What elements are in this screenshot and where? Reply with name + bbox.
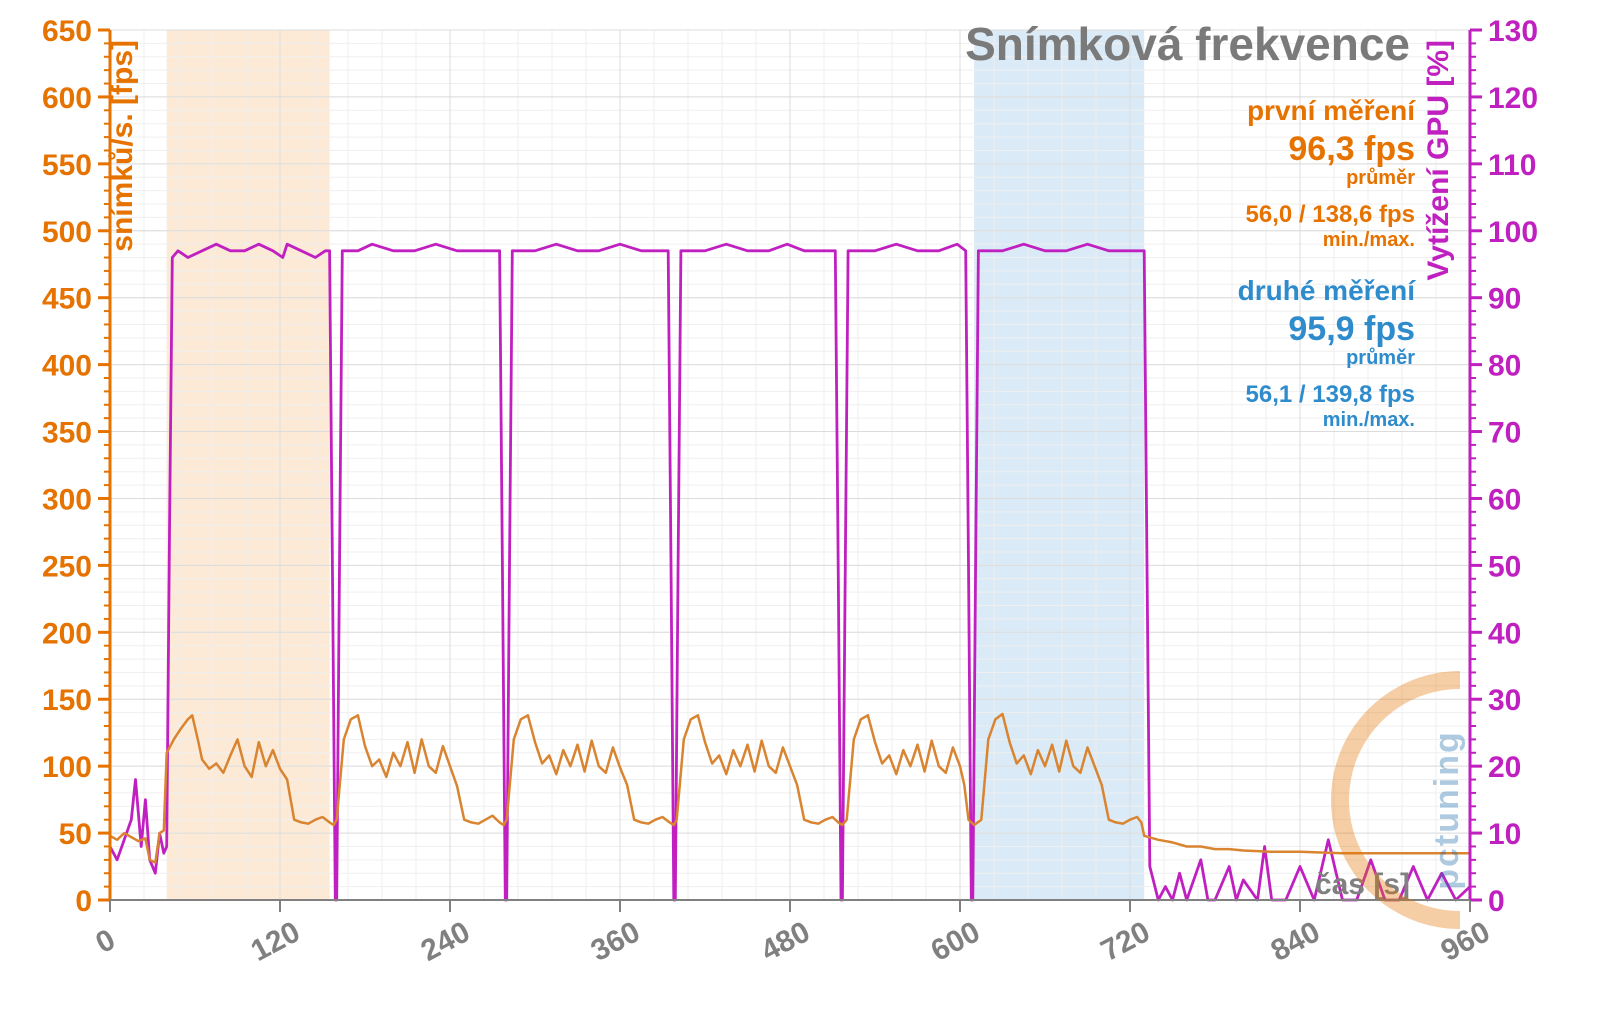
y-right-tick: 30	[1488, 684, 1521, 717]
y-left-tick: 650	[42, 15, 92, 48]
svg-text:56,0 / 138,6 fps: 56,0 / 138,6 fps	[1246, 201, 1415, 228]
svg-text:80: 80	[1488, 350, 1521, 383]
y-right-label: Vytížení GPU [%]	[1422, 40, 1455, 281]
y-left-tick: 500	[42, 216, 92, 249]
svg-text:40: 40	[1488, 617, 1521, 650]
x-tick: 360	[586, 915, 646, 968]
svg-text:0: 0	[1488, 885, 1505, 918]
y-left-tick: 600	[42, 82, 92, 115]
svg-text:840: 840	[1266, 915, 1326, 968]
svg-text:550: 550	[42, 149, 92, 182]
y-left-tick: 450	[42, 283, 92, 316]
svg-text:pctuning: pctuning	[1428, 730, 1466, 890]
y-right-tick: 70	[1488, 417, 1521, 450]
svg-text:první měření: první měření	[1247, 95, 1416, 126]
chart-svg: 0501001502002503003504004505005506006500…	[0, 0, 1600, 1009]
y-left-tick: 150	[42, 684, 92, 717]
svg-text:450: 450	[42, 283, 92, 316]
svg-text:650: 650	[42, 15, 92, 48]
svg-text:250: 250	[42, 550, 92, 583]
svg-text:100: 100	[42, 751, 92, 784]
y-right-tick: 120	[1488, 82, 1538, 115]
y-left-tick: 400	[42, 350, 92, 383]
svg-text:720: 720	[1096, 915, 1156, 968]
x-tick: 840	[1266, 915, 1326, 968]
y-right-tick: 80	[1488, 350, 1521, 383]
svg-text:110: 110	[1488, 149, 1536, 182]
svg-text:96,3 fps: 96,3 fps	[1288, 130, 1415, 168]
y-right-tick: 60	[1488, 483, 1521, 516]
y-left-label: snímků/s. [fps]	[106, 40, 139, 252]
y-right-tick: 20	[1488, 751, 1521, 784]
svg-text:50: 50	[1488, 550, 1521, 583]
x-tick: 480	[756, 915, 816, 968]
y-right-tick: 10	[1488, 818, 1521, 851]
y-right-tick: 100	[1488, 216, 1538, 249]
y-left-tick: 300	[42, 483, 92, 516]
x-tick: 600	[926, 915, 986, 968]
svg-text:56,1 / 139,8 fps: 56,1 / 139,8 fps	[1246, 381, 1415, 408]
svg-text:100: 100	[1488, 216, 1538, 249]
y-right-tick: 0	[1488, 885, 1505, 918]
y-left-tick: 200	[42, 617, 92, 650]
svg-text:min./max.: min./max.	[1323, 229, 1415, 251]
svg-text:10: 10	[1488, 818, 1521, 851]
x-tick: 720	[1096, 915, 1156, 968]
svg-text:480: 480	[756, 915, 816, 968]
x-tick: 120	[246, 915, 306, 968]
y-left-tick: 100	[42, 751, 92, 784]
y-right-tick: 130	[1488, 15, 1538, 48]
legend-run1: první měření 96,3 fpsprůměr 56,0 / 138,6 f…	[1246, 95, 1417, 251]
svg-text:240: 240	[416, 915, 476, 968]
y-right-tick: 50	[1488, 550, 1521, 583]
framerate-chart: 0501001502002503003504004505005506006500…	[0, 0, 1600, 1009]
svg-text:0: 0	[75, 885, 92, 918]
svg-text:400: 400	[42, 350, 92, 383]
y-left-tick: 250	[42, 550, 92, 583]
y-left-tick: 550	[42, 149, 92, 182]
svg-text:300: 300	[42, 483, 92, 516]
svg-text:600: 600	[42, 82, 92, 115]
svg-text:200: 200	[42, 617, 92, 650]
svg-text:60: 60	[1488, 483, 1521, 516]
svg-text:350: 350	[42, 417, 92, 450]
svg-text:600: 600	[926, 915, 986, 968]
svg-text:70: 70	[1488, 417, 1521, 450]
svg-text:30: 30	[1488, 684, 1521, 717]
y-right-tick: 110	[1488, 149, 1536, 182]
y-left-tick: 50	[59, 818, 92, 851]
svg-text:min./max.: min./max.	[1323, 409, 1415, 431]
svg-text:120: 120	[246, 915, 306, 968]
svg-text:20: 20	[1488, 751, 1521, 784]
svg-text:50: 50	[59, 818, 92, 851]
y-left-tick: 350	[42, 417, 92, 450]
svg-text:150: 150	[42, 684, 92, 717]
svg-text:130: 130	[1488, 15, 1538, 48]
svg-text:druhé měření: druhé měření	[1238, 275, 1417, 306]
svg-text:průměr: průměr	[1346, 347, 1415, 369]
svg-text:0: 0	[90, 923, 120, 960]
y-right-tick: 40	[1488, 617, 1521, 650]
svg-text:500: 500	[42, 216, 92, 249]
x-tick: 240	[416, 915, 476, 968]
svg-text:95,9 fps: 95,9 fps	[1288, 310, 1415, 348]
y-right-tick: 90	[1488, 283, 1521, 316]
svg-text:průměr: průměr	[1346, 167, 1415, 189]
legend-run2: druhé měření 95,9 fpsprůměr 56,1 / 139,8 f…	[1238, 275, 1417, 431]
y-left-tick: 0	[75, 885, 92, 918]
svg-text:90: 90	[1488, 283, 1521, 316]
chart-title: Snímková frekvence	[965, 18, 1410, 70]
svg-text:120: 120	[1488, 82, 1538, 115]
x-tick: 0	[90, 923, 120, 960]
svg-text:360: 360	[586, 915, 646, 968]
